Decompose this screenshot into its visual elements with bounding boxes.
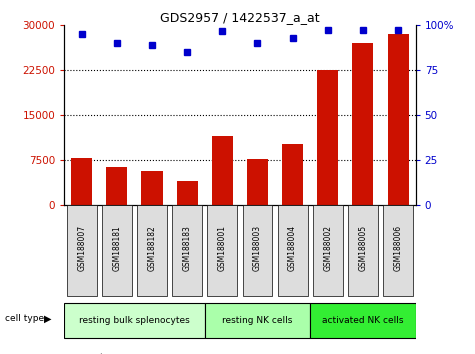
- Bar: [208, 205, 237, 296]
- Bar: [64, 303, 205, 338]
- Bar: [247, 159, 268, 205]
- Bar: [317, 70, 338, 205]
- Bar: [383, 205, 413, 296]
- Text: GSM188006: GSM188006: [394, 225, 402, 272]
- Title: GDS2957 / 1422537_a_at: GDS2957 / 1422537_a_at: [160, 11, 320, 24]
- Bar: [205, 303, 310, 338]
- Text: GSM188007: GSM188007: [77, 225, 86, 272]
- Text: GSM188182: GSM188182: [148, 225, 156, 271]
- Text: ■: ■: [59, 353, 68, 354]
- Bar: [388, 34, 408, 205]
- Bar: [172, 205, 202, 296]
- Bar: [177, 181, 198, 205]
- Bar: [282, 144, 303, 205]
- Bar: [348, 205, 378, 296]
- Text: resting NK cells: resting NK cells: [222, 316, 293, 325]
- Text: resting bulk splenocytes: resting bulk splenocytes: [79, 316, 190, 325]
- Text: activated NK cells: activated NK cells: [322, 316, 404, 325]
- Bar: [278, 205, 307, 296]
- Bar: [352, 43, 373, 205]
- Text: GSM188003: GSM188003: [253, 225, 262, 272]
- Bar: [243, 205, 272, 296]
- Bar: [142, 171, 162, 205]
- Bar: [310, 303, 416, 338]
- Bar: [102, 205, 132, 296]
- Bar: [71, 158, 92, 205]
- Text: ▶: ▶: [44, 313, 51, 324]
- Text: GSM188005: GSM188005: [359, 225, 367, 272]
- Bar: [313, 205, 342, 296]
- Bar: [212, 136, 233, 205]
- Text: GSM188183: GSM188183: [183, 225, 191, 271]
- Text: count: count: [78, 353, 104, 354]
- Bar: [106, 167, 127, 205]
- Text: cell type: cell type: [5, 314, 44, 323]
- Text: GSM188001: GSM188001: [218, 225, 227, 271]
- Text: GSM188002: GSM188002: [323, 225, 332, 271]
- Bar: [137, 205, 167, 296]
- Text: GSM188004: GSM188004: [288, 225, 297, 272]
- Bar: [67, 205, 96, 296]
- Text: GSM188181: GSM188181: [113, 225, 121, 271]
